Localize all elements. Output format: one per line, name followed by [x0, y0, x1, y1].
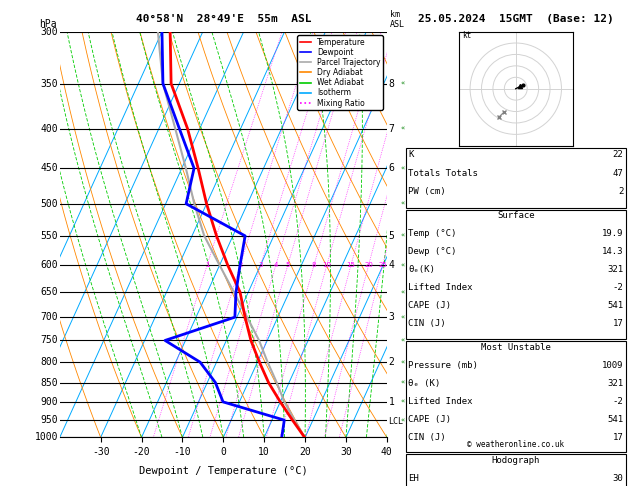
Text: 15: 15 — [347, 262, 355, 268]
Text: «: « — [401, 233, 404, 239]
Text: 17: 17 — [613, 433, 623, 442]
Text: «: « — [401, 289, 404, 295]
Text: PW (cm): PW (cm) — [408, 187, 446, 196]
Text: Temp (°C): Temp (°C) — [408, 229, 457, 239]
Text: «: « — [401, 81, 404, 87]
Text: 321: 321 — [607, 265, 623, 275]
Text: «: « — [401, 380, 404, 385]
Text: 1000: 1000 — [35, 433, 58, 442]
Text: 800: 800 — [40, 357, 58, 367]
Text: 10: 10 — [322, 262, 331, 268]
Text: 22: 22 — [613, 150, 623, 159]
Text: 350: 350 — [40, 79, 58, 88]
Text: Totals Totals: Totals Totals — [408, 169, 478, 178]
Legend: Temperature, Dewpoint, Parcel Trajectory, Dry Adiabat, Wet Adiabat, Isotherm, Mi: Temperature, Dewpoint, Parcel Trajectory… — [298, 35, 383, 110]
Text: Dewp (°C): Dewp (°C) — [408, 247, 457, 257]
Text: 700: 700 — [40, 312, 58, 322]
Text: «: « — [401, 201, 404, 207]
Text: km
ASL: km ASL — [390, 10, 405, 29]
Text: 2: 2 — [238, 262, 242, 268]
Text: 4: 4 — [389, 260, 394, 270]
Text: 3: 3 — [259, 262, 263, 268]
Text: 7: 7 — [389, 123, 394, 134]
Text: 600: 600 — [40, 260, 58, 270]
Text: «: « — [401, 125, 404, 132]
Text: 541: 541 — [607, 415, 623, 424]
Text: 20: 20 — [364, 262, 373, 268]
Text: 30: 30 — [613, 474, 623, 483]
Text: -2: -2 — [613, 397, 623, 406]
Text: Surface: Surface — [497, 211, 535, 221]
Text: 2: 2 — [389, 357, 394, 367]
Text: 25.05.2024  15GMT  (Base: 12): 25.05.2024 15GMT (Base: 12) — [418, 14, 614, 24]
Text: 4: 4 — [274, 262, 278, 268]
Text: 8: 8 — [389, 79, 394, 88]
Text: θₑ (K): θₑ (K) — [408, 379, 440, 388]
Text: hPa: hPa — [39, 19, 57, 29]
Text: CAPE (J): CAPE (J) — [408, 301, 451, 311]
Text: «: « — [401, 262, 404, 268]
Text: Pressure (mb): Pressure (mb) — [408, 361, 478, 370]
Text: 850: 850 — [40, 378, 58, 388]
Text: CIN (J): CIN (J) — [408, 433, 446, 442]
Text: © weatheronline.co.uk: © weatheronline.co.uk — [467, 440, 564, 449]
Text: 19.9: 19.9 — [602, 229, 623, 239]
Text: 550: 550 — [40, 231, 58, 241]
Text: K: K — [408, 150, 414, 159]
Text: Hodograph: Hodograph — [492, 456, 540, 465]
Text: 321: 321 — [607, 379, 623, 388]
Text: 17: 17 — [613, 319, 623, 329]
Text: 47: 47 — [613, 169, 623, 178]
Text: 5: 5 — [286, 262, 290, 268]
Text: 650: 650 — [40, 287, 58, 297]
Text: Lifted Index: Lifted Index — [408, 283, 473, 293]
Text: CIN (J): CIN (J) — [408, 319, 446, 329]
Text: EH: EH — [408, 474, 419, 483]
Text: LCL: LCL — [389, 417, 403, 426]
Text: 500: 500 — [40, 199, 58, 209]
Text: 3: 3 — [389, 312, 394, 322]
Text: 1: 1 — [205, 262, 209, 268]
Text: 750: 750 — [40, 335, 58, 346]
Text: 900: 900 — [40, 397, 58, 407]
Text: Dewpoint / Temperature (°C): Dewpoint / Temperature (°C) — [139, 466, 308, 476]
Text: 450: 450 — [40, 163, 58, 173]
Text: 8: 8 — [312, 262, 316, 268]
Text: 6: 6 — [389, 163, 394, 173]
Text: «: « — [401, 359, 404, 365]
Text: 400: 400 — [40, 123, 58, 134]
Text: kt: kt — [462, 32, 471, 40]
Text: «: « — [401, 399, 404, 405]
Text: 2: 2 — [618, 187, 623, 196]
Text: Lifted Index: Lifted Index — [408, 397, 473, 406]
Text: 40°58'N  28°49'E  55m  ASL: 40°58'N 28°49'E 55m ASL — [135, 14, 311, 24]
Text: «: « — [401, 165, 404, 171]
Text: 300: 300 — [40, 27, 58, 36]
Text: 5: 5 — [389, 231, 394, 241]
Text: 541: 541 — [607, 301, 623, 311]
Text: «: « — [401, 417, 404, 423]
Text: Most Unstable: Most Unstable — [481, 343, 551, 352]
Text: 1: 1 — [389, 397, 394, 407]
Text: -2: -2 — [613, 283, 623, 293]
Text: θₑ(K): θₑ(K) — [408, 265, 435, 275]
Text: CAPE (J): CAPE (J) — [408, 415, 451, 424]
Text: «: « — [401, 314, 404, 320]
Text: 25: 25 — [378, 262, 387, 268]
Text: 950: 950 — [40, 415, 58, 425]
Text: 1009: 1009 — [602, 361, 623, 370]
Text: «: « — [401, 337, 404, 344]
Text: 14.3: 14.3 — [602, 247, 623, 257]
